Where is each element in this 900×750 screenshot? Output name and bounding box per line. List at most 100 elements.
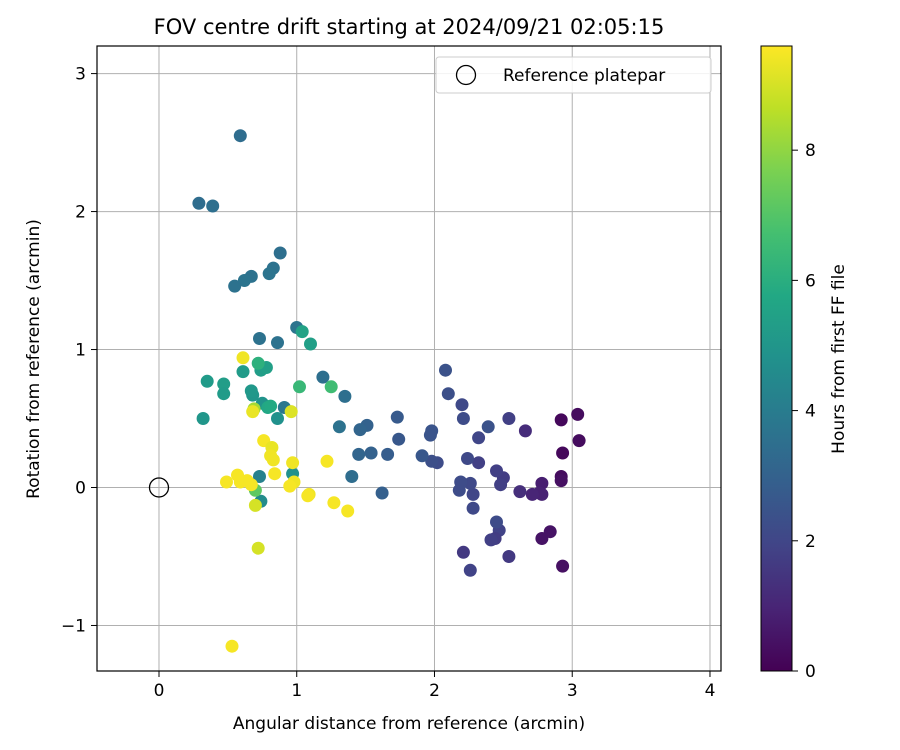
data-point [466,501,480,515]
data-point [301,489,315,503]
plot-frame [96,45,722,672]
data-point [206,199,220,213]
x-tick-label: 0 [154,681,165,701]
data-point [571,407,585,421]
data-point [225,639,239,653]
data-point [484,533,498,547]
data-point [231,468,244,482]
colorbar-gradient [760,45,793,672]
data-point [251,541,265,555]
data-point [490,515,503,529]
data-point [353,423,367,437]
data-point [554,413,568,427]
legend-label-reference: Reference platepar [503,66,665,86]
data-point [556,446,570,460]
x-axis-label: Angular distance from reference (arcmin) [233,714,585,734]
data-point [472,456,486,470]
data-point [244,384,258,398]
data-point [236,365,250,379]
colorbar-label: Hours from first FF file [829,264,849,454]
data-point [513,485,527,499]
data-point [455,398,469,412]
data-point [320,454,334,468]
data-point [304,337,317,351]
data-point [456,412,470,425]
data-point [253,332,266,345]
y-axis-ticks: −1 0 1 2 3 [61,65,97,636]
data-point [251,356,265,370]
data-point [196,412,210,425]
data-point [237,274,251,287]
data-point [502,412,516,425]
data-point [283,479,297,493]
legend-box [435,56,712,94]
data-point [293,380,306,394]
data-point [248,498,262,512]
y-axis-label: Rotation from reference (arcmin) [24,219,44,499]
x-tick-label: 4 [705,681,716,701]
data-point [262,267,276,281]
x-axis-ticks: 0 1 2 3 4 [154,671,716,701]
data-point [456,545,470,559]
data-point [271,412,284,425]
colorbar-tick-label: 4 [805,402,816,422]
colorbar-tick-label: 2 [805,532,816,552]
y-tick-label: 2 [75,203,86,223]
colorbar-ticks: 0 2 4 6 8 [792,141,816,682]
x-tick-label: 1 [291,681,302,701]
y-tick-label: 1 [75,341,86,361]
data-point [324,380,338,394]
data-point [439,363,452,377]
data-point [494,478,508,492]
data-point [236,351,250,365]
data-point [452,483,466,497]
legend-marker-reference [455,64,477,86]
data-point [390,410,404,424]
y-tick-label: 0 [75,479,86,499]
data-point [200,374,214,388]
data-point [228,279,242,293]
data-point [266,453,280,467]
data-point [345,470,359,483]
data-point [220,475,233,489]
colorbar-tick-label: 8 [805,141,816,161]
data-point [535,532,549,545]
data-point [392,432,406,446]
data-point [246,405,260,419]
y-tick-label: 3 [75,65,86,85]
legend: Reference platepar [435,56,712,94]
data-point [463,476,477,490]
data-point [415,449,429,463]
scatter-points [192,129,586,653]
data-point [273,246,287,260]
data-point [554,474,568,488]
data-point [268,467,282,481]
data-point [472,431,486,445]
x-tick-label: 2 [429,681,440,701]
colorbar-tick-label: 0 [805,662,816,682]
data-point [341,504,355,518]
data-point [332,420,346,434]
data-point [490,464,503,478]
data-point [461,452,474,465]
data-point [192,196,206,210]
reference-layer [148,477,170,498]
data-point [364,446,378,460]
data-point [463,563,477,577]
data-point [233,129,247,143]
colorbar-tick-label: 6 [805,271,816,291]
data-point [264,399,278,413]
data-point [253,470,266,483]
data-point [381,447,395,461]
x-tick-label: 3 [567,681,578,701]
data-point [327,496,341,510]
data-point [572,434,586,448]
data-point [284,405,298,419]
data-point [502,550,516,563]
data-point [466,487,480,501]
data-point [556,559,570,573]
data-point [295,325,309,339]
reference-point [148,477,170,498]
data-point [352,447,366,461]
